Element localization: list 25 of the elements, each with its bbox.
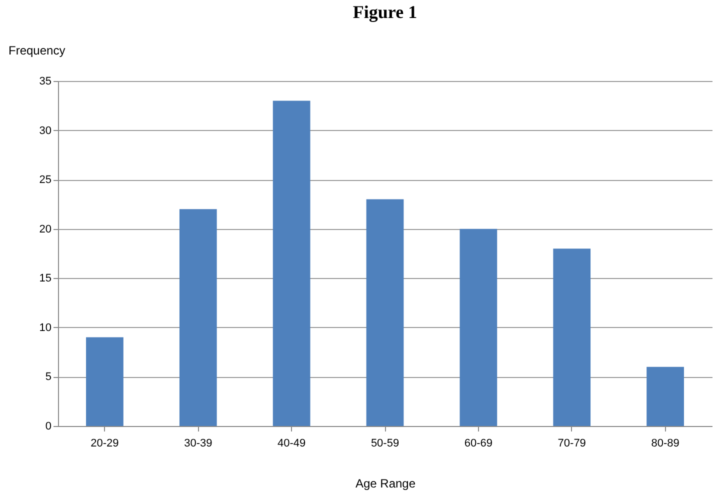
y-tick-label: 15 [39,272,52,285]
y-tick-label: 10 [39,322,52,334]
y-tick-label: 0 [45,420,52,432]
x-tick-label: 70-79 [558,438,586,450]
chart-title: Figure 1 [352,2,418,22]
x-axis-title: Age Range [355,476,416,490]
x-tick-label: 80-89 [651,438,680,450]
y-axis-title: Frequency [8,44,66,58]
bar [179,209,217,426]
x-tick-label: 60-69 [464,438,492,450]
bar [460,228,498,426]
y-tick-label: 25 [39,174,52,186]
bar [553,248,591,426]
bar [646,366,684,426]
bar [272,100,310,426]
x-tick-label: 20-29 [90,438,119,450]
x-tick-label: 30-39 [184,438,212,450]
y-tick-label: 35 [39,76,52,88]
y-tick-label: 30 [39,124,52,137]
bar [86,337,124,426]
y-tick-label: 5 [45,371,52,384]
x-tick-label: 40-49 [278,438,306,450]
bar [366,199,404,426]
y-tick-label: 20 [39,223,52,236]
x-tick-label: 50-59 [370,438,400,450]
